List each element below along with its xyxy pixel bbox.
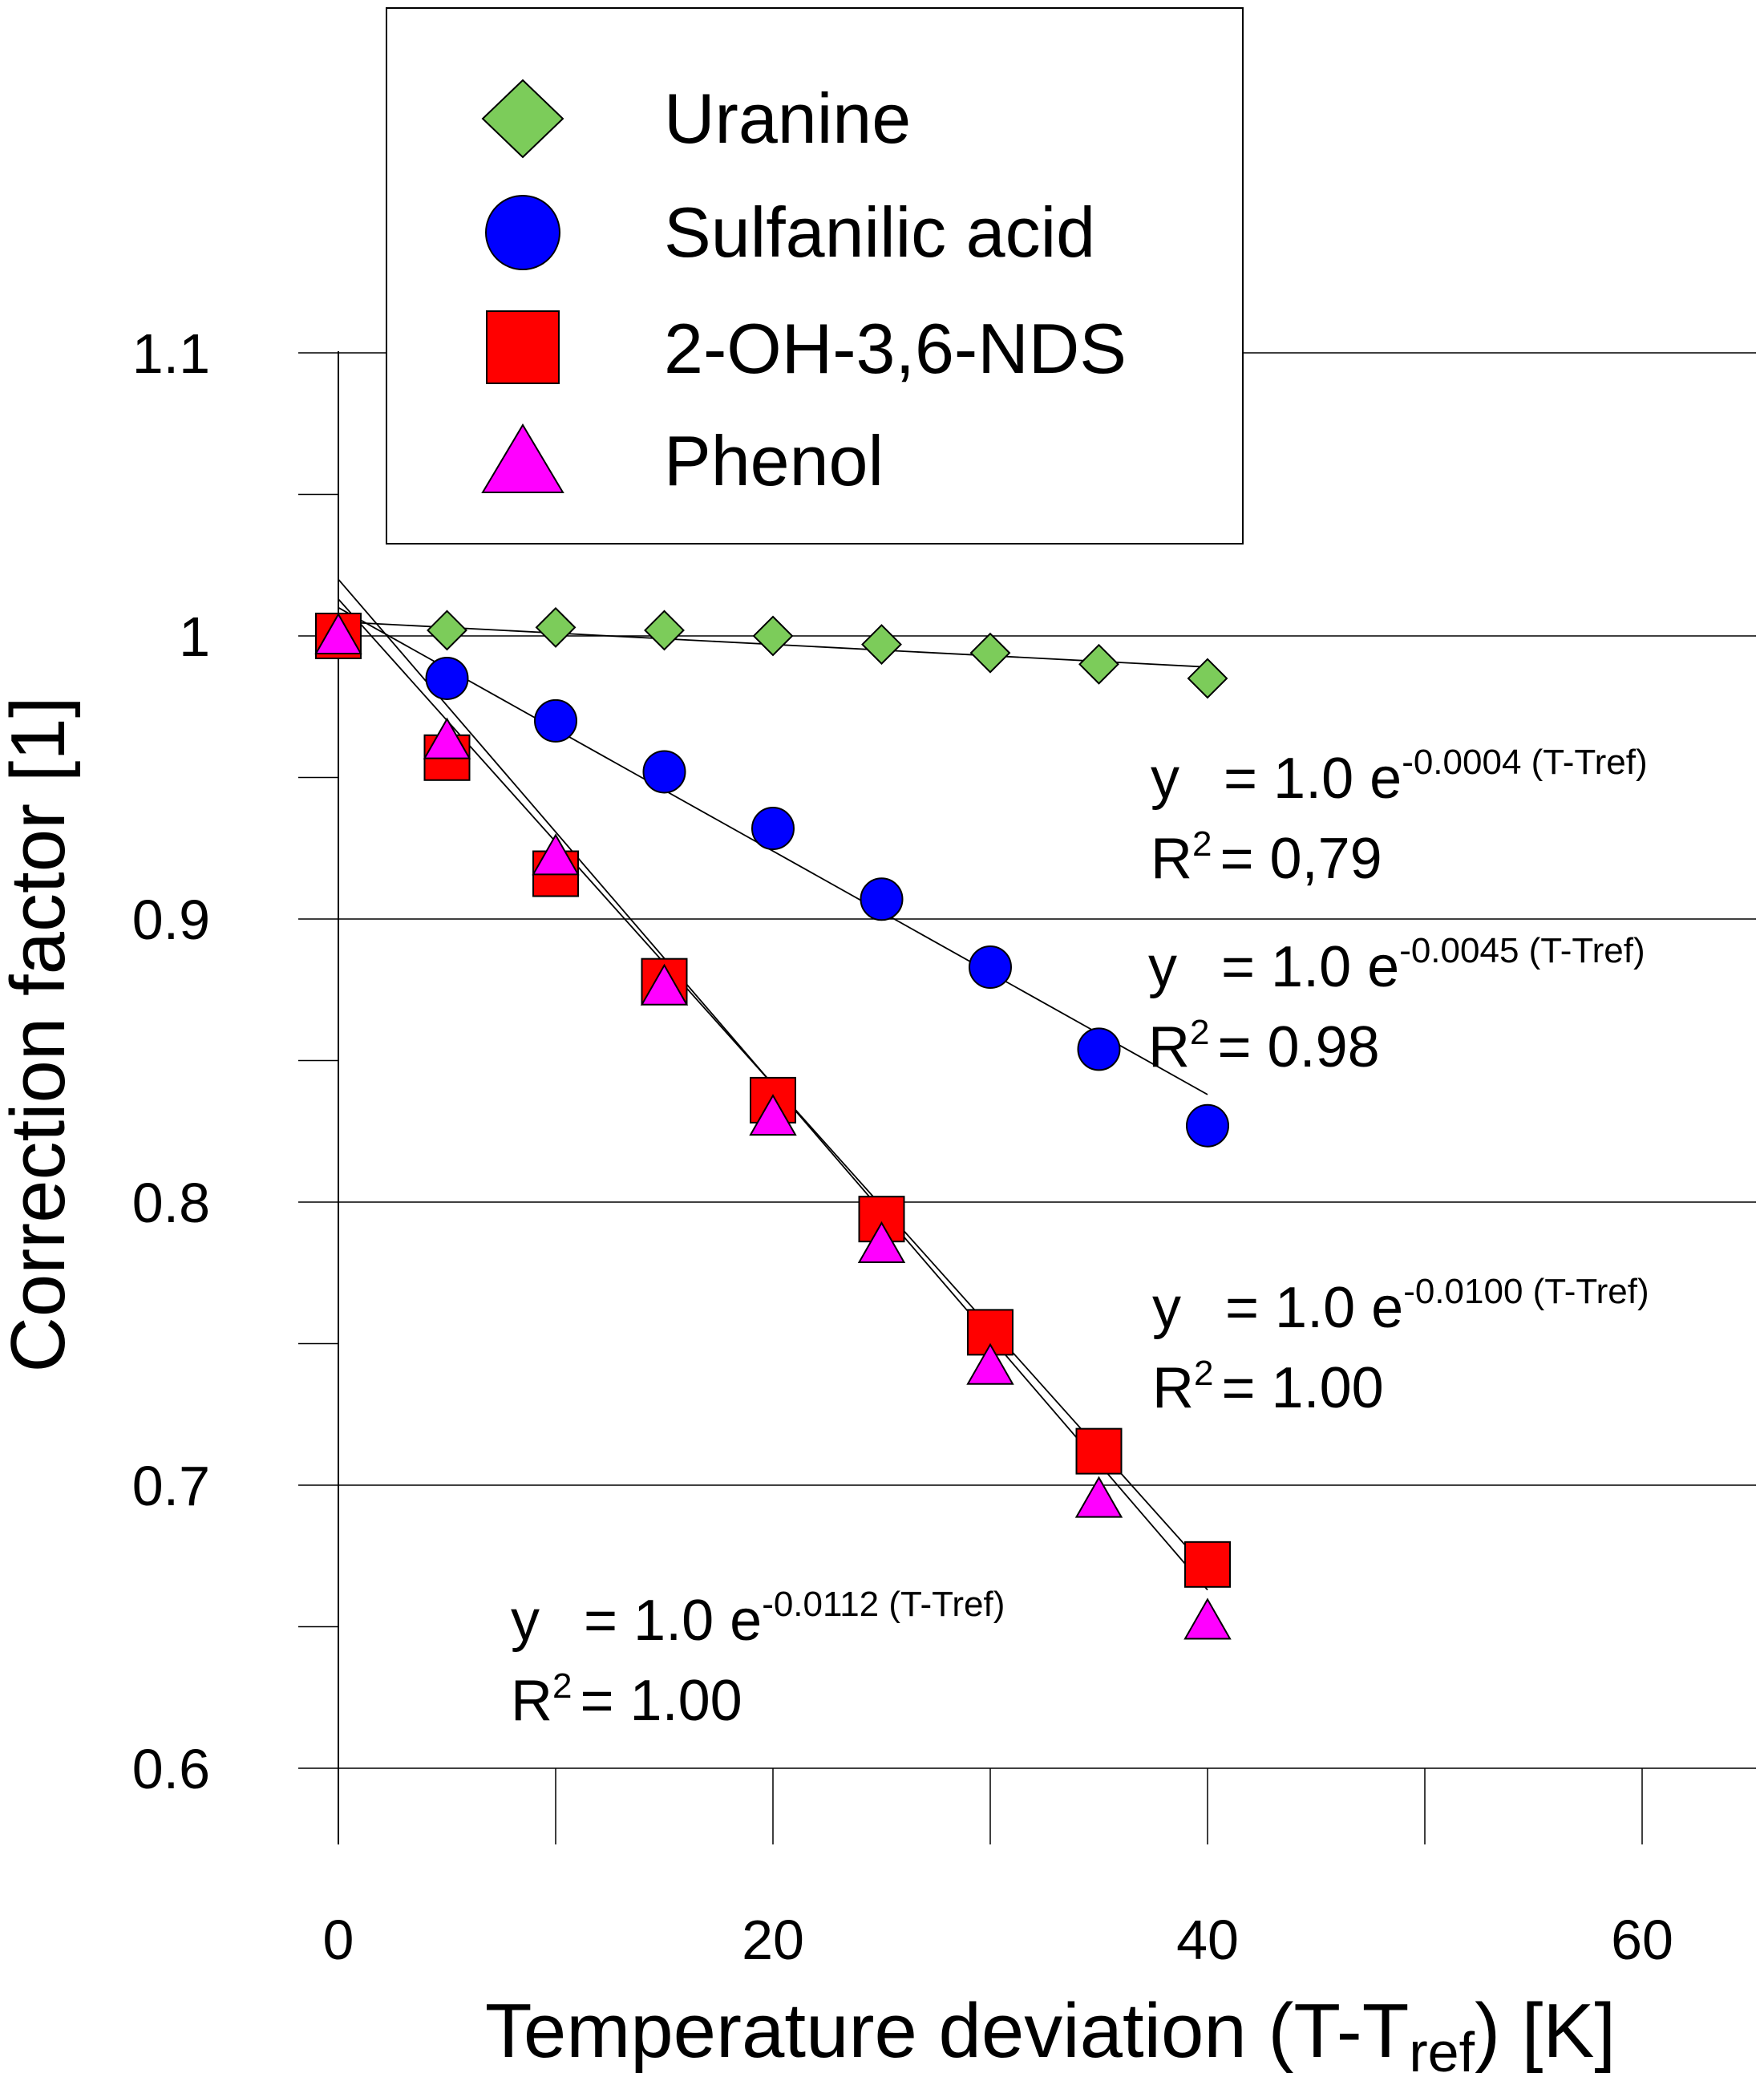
svg-text:R2= 1.00: R2 = 1.00 — [1152, 1354, 1384, 1420]
diamond-point — [1078, 643, 1119, 685]
equation-nds: y = 1.0 e-0.0100 (T-Tref) R2 = 1.00 — [1152, 1272, 1649, 1420]
triangle-point — [314, 612, 362, 654]
diamond-point — [1187, 658, 1228, 699]
triangle-point — [749, 1094, 797, 1136]
svg-text:y= 1.0 e-0.0100 (T-Tref): y = 1.0 e-0.0100 (T-Tref) — [1152, 1272, 1649, 1340]
legend: Uranine Sulfanilic acid 2-OH-3,6-NDS Phe… — [386, 7, 1244, 545]
diamond-point — [644, 609, 685, 651]
triangle-point — [1183, 1597, 1232, 1640]
y-axis-title: Correction factor [1] — [0, 697, 81, 1373]
diamond-point — [861, 624, 902, 666]
grid-lines — [298, 352, 1756, 1769]
svg-text:2-OH-3,6-NDS: 2-OH-3,6-NDS — [664, 309, 1127, 388]
legend-item-nds: 2-OH-3,6-NDS — [486, 309, 1127, 388]
svg-text:y= 1.0 e-0.0045 (T-Tref): y = 1.0 e-0.0045 (T-Tref) — [1148, 931, 1645, 999]
svg-text:Uranine: Uranine — [664, 79, 911, 158]
circle-point — [860, 877, 904, 921]
circle-point — [642, 750, 686, 794]
legend-marker-nds — [486, 310, 560, 384]
svg-text:Sulfanilic acid: Sulfanilic acid — [664, 192, 1095, 272]
circle-point — [751, 807, 795, 851]
triangle-point — [857, 1221, 906, 1263]
triangle-point — [640, 963, 689, 1006]
x-axis-title-sub: ref — [1409, 2021, 1475, 2077]
triangle-point — [1074, 1476, 1123, 1518]
x-tick-label: 40 — [1176, 1909, 1239, 1971]
diamond-point — [535, 606, 577, 648]
equation-uranine: y = 1.0 e-0.0004 (T-Tref) R2 = 0,79 — [1151, 743, 1648, 891]
diamond-point — [969, 632, 1011, 674]
svg-text:Phenol: Phenol — [664, 421, 884, 500]
triangle-point — [423, 717, 471, 759]
legend-marker-sulfanilic-acid — [485, 195, 560, 270]
ticks: 0.6 0.7 0.8 0.9 1 1.1 0 20 40 60 — [132, 322, 1673, 1971]
x-tick-label: 60 — [1611, 1909, 1673, 1971]
equation-phenol: y = 1.0 e-0.0112 (T-Tref) R2 = 1.00 — [511, 1585, 1005, 1733]
square-point — [1075, 1427, 1123, 1475]
circle-point — [534, 698, 577, 743]
equation-sulfanilic-acid: y = 1.0 e-0.0045 (T-Tref) R2 = 0.98 — [1148, 931, 1645, 1079]
x-tick-label: 0 — [323, 1909, 354, 1971]
svg-text:y= 1.0 e-0.0004 (T-Tref): y = 1.0 e-0.0004 (T-Tref) — [1151, 743, 1648, 811]
y-tick-label: 0.7 — [132, 1455, 210, 1517]
legend-item-phenol: Phenol — [481, 421, 884, 500]
svg-text:R2= 0.98: R2 = 0.98 — [1148, 1013, 1380, 1079]
svg-text:R2= 0,79: R2 = 0,79 — [1151, 824, 1382, 891]
legend-item-uranine: Uranine — [481, 79, 911, 159]
y-tick-label: 0.8 — [132, 1172, 210, 1234]
circle-point — [969, 945, 1012, 990]
x-axis-title: Temperature deviation (T-Tref) [K] — [485, 1988, 1616, 2077]
circle-point — [425, 656, 469, 700]
legend-marker-phenol — [481, 423, 564, 493]
y-tick-label: 0.6 — [132, 1738, 210, 1800]
triangle-point — [532, 833, 580, 876]
data-points — [314, 606, 1232, 1640]
svg-text:y= 1.0 e-0.0112 (T-Tref): y = 1.0 e-0.0112 (T-Tref) — [511, 1585, 1005, 1653]
square-point — [1184, 1541, 1231, 1588]
svg-text:R2= 1.00: R2 = 1.00 — [511, 1666, 742, 1733]
x-tick-label: 20 — [742, 1909, 804, 1971]
diamond-point — [752, 615, 794, 657]
x-axis-title-end: ) [K] — [1475, 1988, 1616, 2074]
legend-item-sulfanilic-acid: Sulfanilic acid — [485, 192, 1095, 272]
diamond-point — [427, 609, 467, 651]
y-tick-label: 1.1 — [132, 322, 210, 385]
triangle-point — [966, 1342, 1014, 1385]
circle-point — [1077, 1027, 1121, 1071]
legend-marker-uranine — [481, 79, 564, 159]
fit-line-circle — [338, 606, 1208, 1095]
circle-point — [1186, 1103, 1229, 1148]
y-tick-label: 1 — [179, 605, 210, 668]
y-tick-label: 0.9 — [132, 889, 210, 951]
